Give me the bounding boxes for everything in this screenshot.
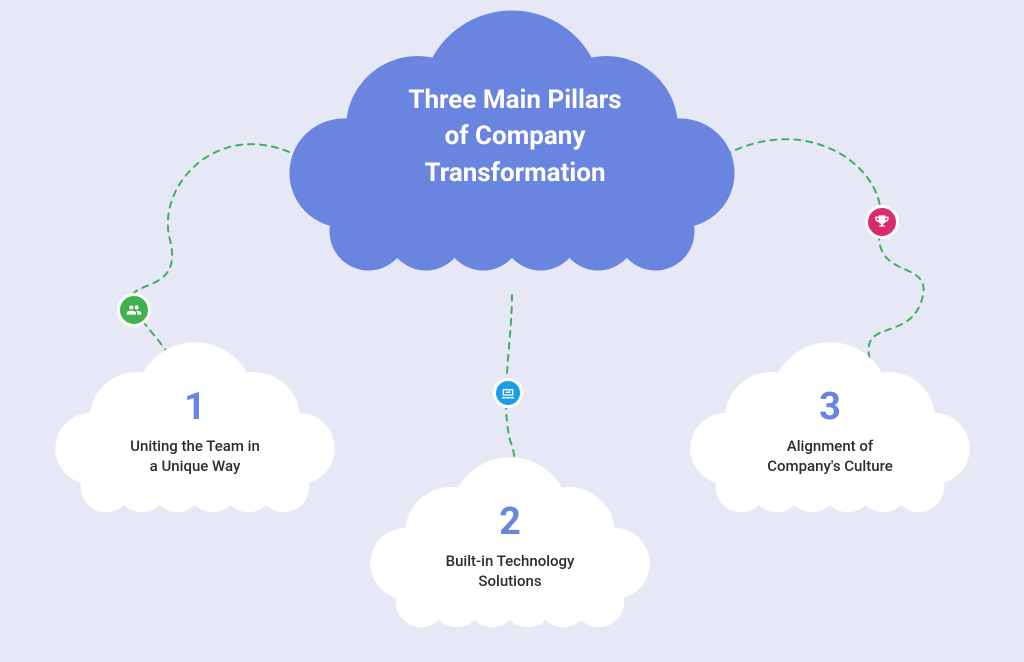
pillar-2: 2 Built-in Technology Solutions bbox=[400, 503, 620, 592]
pillar-number-2: 2 bbox=[400, 503, 620, 541]
main-title: Three Main Pillars of Company Transforma… bbox=[355, 82, 675, 191]
infographic-canvas: Three Main Pillars of Company Transforma… bbox=[0, 0, 1024, 662]
pillar-label-2: Built-in Technology Solutions bbox=[400, 551, 620, 592]
laptop-icon bbox=[493, 378, 523, 408]
pillar-number-1: 1 bbox=[85, 388, 305, 426]
pillar-label-3: Alignment of Company's Culture bbox=[720, 436, 940, 477]
pillar-3: 3 Alignment of Company's Culture bbox=[720, 388, 940, 477]
trophy-icon bbox=[865, 205, 899, 239]
pillar-1: 1 Uniting the Team in a Unique Way bbox=[85, 388, 305, 477]
pillar-number-3: 3 bbox=[720, 388, 940, 426]
pillar-label-1: Uniting the Team in a Unique Way bbox=[85, 436, 305, 477]
people-icon bbox=[117, 293, 151, 327]
